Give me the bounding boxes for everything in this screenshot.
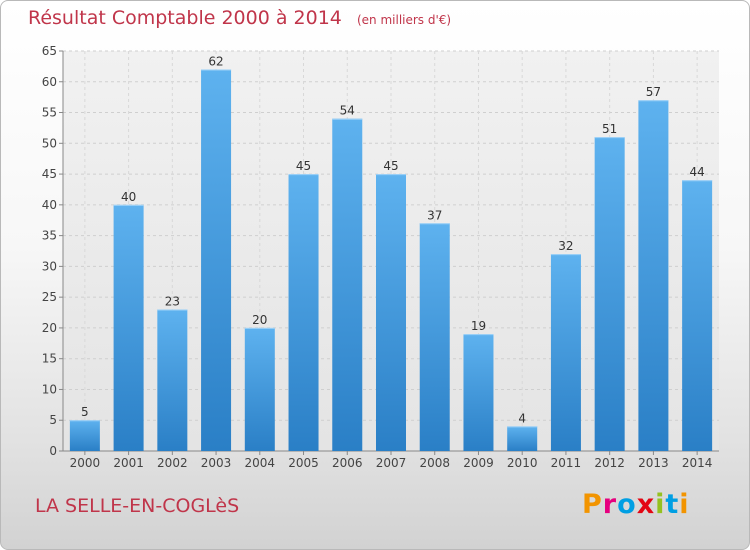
data-label: 57 [646, 85, 661, 99]
x-tick-label: 2003 [201, 456, 232, 470]
brand-logo: Proxiti [582, 489, 690, 520]
brand-letter: t [665, 489, 680, 520]
bar [376, 174, 406, 452]
y-tick-label: 5 [49, 413, 57, 427]
data-label: 32 [558, 239, 573, 253]
data-label: 19 [471, 319, 486, 333]
y-tick-label: 0 [49, 444, 57, 458]
brand-letter: o [617, 489, 637, 520]
bar [419, 223, 450, 451]
x-tick-label: 2009 [463, 456, 494, 470]
x-tick-label: 2006 [332, 456, 363, 470]
data-label: 20 [252, 313, 267, 327]
x-tick-label: 2007 [376, 456, 407, 470]
brand-letter: x [636, 489, 656, 520]
bar [332, 118, 363, 451]
data-label: 37 [427, 208, 442, 222]
x-tick-label: 2008 [419, 456, 450, 470]
y-tick-label: 65 [42, 44, 57, 58]
data-label: 4 [518, 411, 526, 425]
x-tick-label: 2013 [638, 456, 669, 470]
data-label: 44 [689, 165, 704, 179]
bar [113, 204, 144, 451]
data-label: 62 [208, 54, 223, 68]
unit-note: (en milliers d'€) [356, 13, 452, 27]
x-tick-label: 2000 [70, 456, 101, 470]
title-main: Résultat Comptable 2000 à 2014 [28, 7, 342, 29]
data-label: 45 [296, 159, 311, 173]
y-tick-label: 10 [42, 382, 57, 396]
bar [157, 309, 188, 451]
bar-layer [69, 69, 713, 452]
chart-title: Résultat Comptable 2000 à 2014 (en milli… [28, 7, 451, 29]
data-label: 5 [81, 405, 89, 419]
x-tick-label: 2012 [594, 456, 625, 470]
bar [69, 420, 100, 451]
bar [244, 327, 275, 451]
brand-letter: i [679, 489, 690, 520]
bar [594, 137, 625, 451]
label-layer: 0 5 10 15 20 25 30 35 40 45 50 55 60 65 5 2000 40 2001 23 2… [42, 44, 713, 470]
data-label: 54 [340, 104, 355, 118]
y-tick-label: 15 [42, 352, 57, 366]
bar [201, 69, 232, 451]
bar [463, 334, 494, 451]
x-tick-label: 2014 [682, 456, 713, 470]
bar [638, 100, 669, 451]
y-tick-label: 30 [42, 259, 57, 273]
brand-letter: r [602, 489, 618, 520]
y-tick-label: 35 [42, 229, 57, 243]
x-tick-label: 2005 [288, 456, 319, 470]
data-label: 51 [602, 122, 617, 136]
y-tick-label: 60 [42, 75, 57, 89]
y-tick-label: 40 [42, 198, 57, 212]
data-label: 40 [121, 190, 136, 204]
x-tick-label: 2002 [157, 456, 188, 470]
bar [682, 180, 713, 451]
y-tick-label: 25 [42, 290, 57, 304]
x-tick-label: 2010 [507, 456, 538, 470]
x-tick-label: 2004 [245, 456, 276, 470]
city-name: LA SELLE-EN-COGLèS [35, 495, 240, 517]
data-label: 45 [383, 159, 398, 173]
y-tick-label: 50 [42, 136, 57, 150]
bar [507, 426, 538, 451]
bar [288, 174, 319, 452]
brand-letter: P [582, 489, 603, 520]
x-tick-label: 2011 [551, 456, 582, 470]
y-tick-label: 45 [42, 167, 57, 181]
brand-letter: i [655, 489, 666, 520]
y-tick-label: 20 [42, 321, 57, 335]
bar [550, 254, 581, 451]
x-tick-label: 2001 [113, 456, 144, 470]
data-label: 23 [165, 294, 180, 308]
y-tick-label: 55 [42, 106, 57, 120]
